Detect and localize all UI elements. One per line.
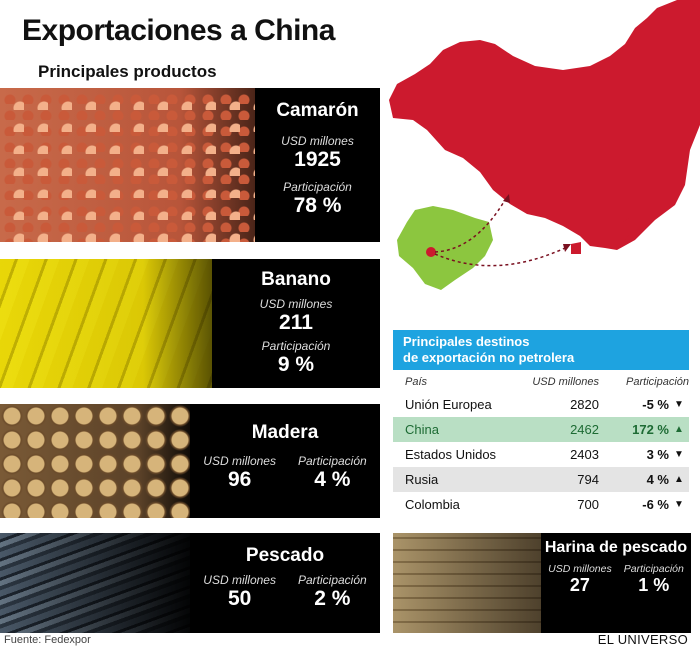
destinations-table: Principales destinos de exportación no p… [393,330,689,517]
usd-cell: 2820 [570,397,599,412]
product-name: Camarón [276,100,359,121]
product-panel: Camarón USD millones 1925 Participación … [255,88,380,242]
table-row: Estados Unidos 2403 3 % ▼ [393,442,689,467]
usd-cell: 794 [577,472,599,487]
trend-down-icon: ▼ [674,399,684,410]
arrowhead-north [503,194,510,203]
share-label: Participación [283,180,352,194]
product-name: Banano [261,269,331,290]
usd-label: USD millones [203,573,276,587]
country-cell: Unión Europea [405,397,492,412]
usd-label: USD millones [203,454,276,468]
source-note: Fuente: Fedexpor [4,634,91,646]
product-name: Harina de pescado [544,539,688,556]
page-subtitle: Principales productos [38,62,217,81]
country-cell: China [405,422,439,437]
publisher-brand: EL UNIVERSO [597,632,688,647]
product-name: Madera [251,422,319,443]
share-cell: 4 % [646,472,669,487]
product-panel: Pescado USD millones 50 Participación 2 … [190,533,380,633]
country-cell: Rusia [405,472,439,487]
product-panel: Madera USD millones 96 Participación 4 % [190,404,380,518]
column-header-share: Participación [626,376,689,388]
table-title-line1: Principales destinos [403,334,530,349]
table-title: Principales destinos de exportación no p… [393,330,689,370]
product-panel: Banano USD millones 211 Participación 9 … [212,259,380,388]
share-label: Participación [297,573,367,587]
table-row: Rusia 794 4 % ▲ [393,467,689,492]
share-label: Participación [261,339,331,353]
hainan-shape [571,242,581,254]
usd-value: 27 [569,575,590,595]
column-header-usd: USD millones [532,376,599,388]
usd-cell: 2462 [570,422,599,437]
product-card-wood: Madera USD millones 96 Participación 4 % [0,404,380,518]
wood-photo [0,404,200,518]
table-header-row: País USD millones Participación [393,370,689,392]
column-header-country: País [405,376,428,388]
share-value: 1 % [638,575,670,595]
usd-cell: 700 [577,497,599,512]
usd-value: 50 [227,587,252,610]
trend-up-icon: ▲ [674,424,684,435]
route-arrow-east [434,247,566,267]
product-panel: Harina de pescado USD millones 27 Partic… [541,533,691,633]
usd-label: USD millones [548,563,612,575]
share-cell: -5 % [642,397,669,412]
trend-up-icon: ▲ [674,474,684,485]
usd-value: 211 [279,311,313,334]
route-arrow-north [434,199,506,253]
usd-label: USD millones [281,134,354,148]
table-row: Colombia 700 -6 % ▼ [393,492,689,517]
share-cell: 3 % [646,447,669,462]
product-card-banana: Banano USD millones 211 Participación 9 … [0,259,380,388]
arrowhead-east [563,244,571,252]
fish-photo [0,533,200,633]
share-value: 9 % [277,353,315,376]
fish-flour-photo [393,533,543,633]
china-shape [389,0,700,250]
share-label: Participación [623,563,684,575]
product-card-fish-flour: Harina de pescado USD millones 27 Partic… [393,533,691,633]
product-card-shrimp: Camarón USD millones 1925 Participación … [0,88,380,242]
country-cell: Estados Unidos [405,447,497,462]
share-cell: 172 % [632,422,669,437]
ecuador-shape [397,206,493,290]
product-name: Pescado [245,545,325,566]
table-row-highlight: China 2462 172 % ▲ [393,417,689,442]
usd-label: USD millones [259,297,333,311]
page-title: Exportaciones a China [22,14,335,47]
table-row: Unión Europea 2820 -5 % ▼ [393,392,689,417]
usd-cell: 2403 [570,447,599,462]
share-value: 78 % [293,194,342,217]
share-label: Participación [297,454,367,468]
shrimp-photo [0,88,300,242]
china-ecuador-map [389,0,700,290]
trend-down-icon: ▼ [674,499,684,510]
taiwan-shape [623,218,631,240]
origin-marker [426,247,436,257]
share-value: 4 % [314,468,351,491]
share-value: 2 % [314,587,351,610]
trend-down-icon: ▼ [674,449,684,460]
usd-value: 1925 [294,148,341,171]
table-title-line2: de exportación no petrolera [403,350,575,365]
share-cell: -6 % [642,497,669,512]
country-cell: Colombia [405,497,460,512]
usd-value: 96 [227,468,252,491]
product-card-fish: Pescado USD millones 50 Participación 2 … [0,533,380,633]
